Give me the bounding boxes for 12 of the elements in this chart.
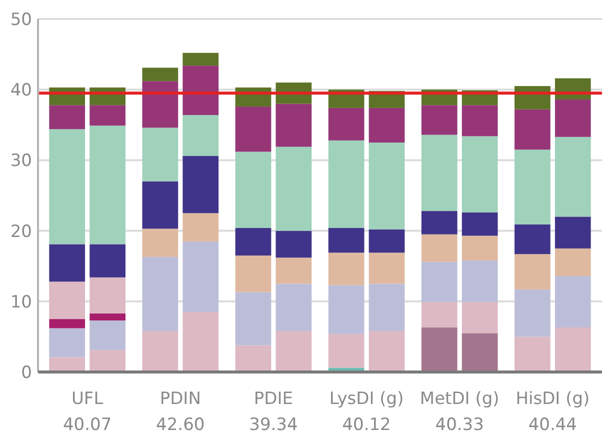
text: PDIE 39.34: [249, 389, 298, 435]
text: MetDI (g) 40.33: [420, 389, 500, 435]
y-tick-label: 10: [10, 292, 32, 312]
text: LysDI (g) 40.12: [329, 389, 404, 435]
y-tick-label: 40: [10, 80, 32, 101]
y-tick-label: 30: [10, 151, 32, 172]
text: UFL 40.07: [62, 389, 112, 435]
y-tick-label: 20: [10, 222, 32, 242]
y-tick-label: 0: [21, 362, 32, 383]
y-tick-label: 50: [10, 10, 32, 30]
text: PDIN 42.60: [156, 389, 205, 435]
text: HisDI (g) 40.44: [516, 389, 590, 435]
